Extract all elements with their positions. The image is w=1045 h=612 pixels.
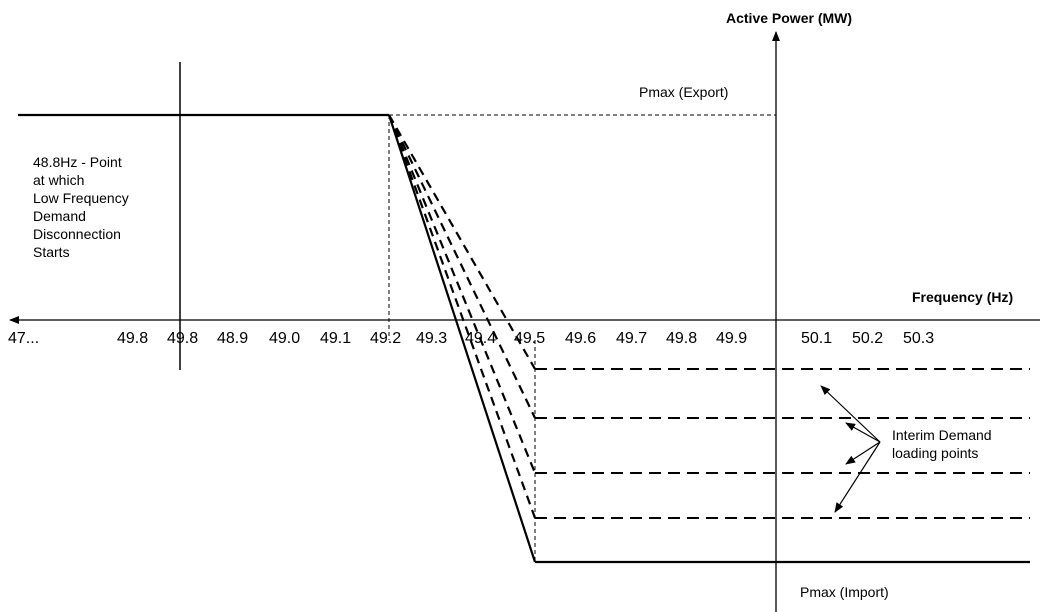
droop-line-solid: [387, 114, 537, 563]
x-tick-label: 49.2: [370, 330, 401, 347]
pointer-arrow-2: [845, 422, 881, 443]
x-tick-label: 49.9: [716, 330, 747, 347]
pmax-export-label: Pmax (Export): [639, 84, 728, 100]
x-tick-labels: 47... 49.8 49.8 48.9 49.0 49.1 49.2 49.3…: [8, 330, 934, 347]
x-tick-label: 49.7: [616, 330, 647, 347]
interim-note-line: Interim Demand: [892, 427, 992, 443]
pointer-arrow-4: [834, 441, 881, 513]
x-tick-label: 49.4: [465, 330, 496, 347]
y-axis-title: Active Power (MW): [726, 10, 852, 26]
x-tick-label: 47...: [8, 330, 39, 347]
x-tick-label: 50.2: [852, 330, 883, 347]
lfdd-note-line: Demand: [33, 208, 86, 224]
x-tick-label: 49.0: [269, 330, 300, 347]
x-tick-label: 50.1: [801, 330, 832, 347]
x-tick-label: 49.3: [416, 330, 447, 347]
droop-line-dashed-1: [387, 114, 537, 519]
pmax-import-label: Pmax (Import): [800, 584, 889, 600]
x-tick-label: 49.1: [320, 330, 351, 347]
lfdd-note-line: at which: [33, 172, 84, 188]
x-axis-title: Frequency (Hz): [912, 289, 1013, 305]
x-tick-label: 49.6: [565, 330, 596, 347]
x-tick-label: 50.3: [903, 330, 934, 347]
lfdd-note: 48.8Hz - Point at which Low Frequency De…: [33, 154, 133, 260]
lfdd-note-line: Disconnection: [33, 226, 121, 242]
x-tick-label: 49.5: [514, 330, 545, 347]
x-tick-label: 48.9: [217, 330, 248, 347]
droop-line-dashed-4: [388, 114, 536, 370]
pointer-arrow-3: [845, 441, 881, 465]
x-tick-label: 49.8: [117, 330, 148, 347]
lfdd-note-line: Low Frequency: [33, 190, 129, 206]
interim-note-line: loading points: [892, 445, 978, 461]
droop-line-dashed-2: [387, 114, 537, 474]
droop-line-dashed-3: [388, 114, 536, 419]
lfdd-note-line: Starts: [33, 244, 70, 260]
x-tick-label: 49.8: [666, 330, 697, 347]
interim-note: Interim Demand loading points: [892, 427, 995, 461]
pointer-arrow-1: [820, 385, 881, 443]
x-tick-label: 49.8: [167, 330, 198, 347]
lfdd-note-line: 48.8Hz - Point: [33, 154, 122, 170]
